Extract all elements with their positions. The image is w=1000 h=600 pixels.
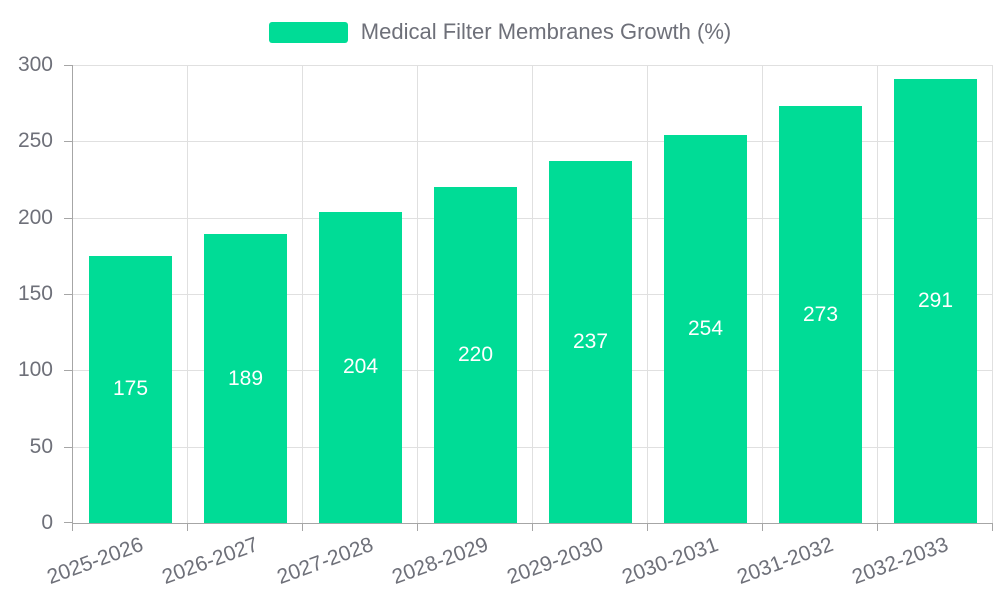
legend[interactable]: Medical Filter Membranes Growth (%) [0, 19, 1000, 45]
y-axis-tick [64, 217, 72, 219]
x-gridline [302, 65, 303, 523]
y-gridline [73, 446, 993, 448]
x-axis-tick [877, 523, 878, 531]
y-gridline [73, 294, 993, 295]
y-axis-tick [64, 370, 72, 372]
y-gridline [73, 370, 993, 372]
y-axis-tick-label: 100 [17, 358, 53, 382]
x-gridline [647, 65, 648, 523]
bar-value-label: 220 [457, 343, 494, 367]
y-axis-tick [64, 446, 72, 448]
x-axis-category-label: 2030-2031 [619, 533, 722, 589]
y-axis-tick-label: 300 [17, 53, 53, 76]
bar-2028-2029[interactable]: 220 [434, 187, 517, 523]
x-gridline [762, 65, 763, 523]
y-axis-tick [64, 294, 72, 295]
x-axis-category-label: 2026-2027 [159, 533, 262, 589]
x-gridline [417, 65, 418, 523]
bar-2026-2027[interactable]: 189 [204, 234, 287, 523]
x-axis-category-label: 2027-2028 [274, 533, 377, 589]
bar-value-label: 237 [572, 330, 609, 354]
x-gridline [877, 65, 878, 523]
bar-2030-2031[interactable]: 254 [664, 135, 747, 523]
plot-area: 0 50 100 150 200 250 300 175 189 204 220 237 254 273 2… [18, 54, 993, 589]
bar-2025-2026[interactable]: 175 [89, 255, 172, 523]
bar-2027-2028[interactable]: 204 [319, 211, 402, 523]
bar-2031-2032[interactable]: 273 [779, 106, 862, 523]
x-axis-category-label: 2028-2029 [389, 533, 492, 589]
x-axis-tick [302, 523, 303, 531]
legend-swatch [268, 21, 348, 43]
x-axis-tick [992, 523, 993, 531]
x-axis-tick [417, 523, 418, 531]
x-gridline [532, 65, 533, 523]
x-axis-tick [187, 523, 188, 531]
y-gridline [73, 141, 993, 143]
y-axis-tick-label: 200 [17, 205, 53, 229]
y-axis-tick-label: 150 [17, 282, 53, 305]
bar-value-label: 204 [342, 355, 379, 379]
y-axis-tick-label: 0 [41, 511, 53, 534]
bar-value-label: 273 [802, 302, 839, 326]
bar-value-label: 254 [687, 317, 724, 341]
y-axis-tick [64, 65, 72, 66]
bar-2029-2030[interactable]: 237 [549, 161, 632, 523]
bar-value-label: 189 [227, 366, 264, 390]
x-axis-tick [532, 523, 533, 531]
x-axis-category-label: 2025-2026 [44, 533, 147, 589]
x-axis-category-label: 2031-2032 [734, 533, 837, 589]
y-axis-tick-label: 250 [17, 129, 53, 153]
y-axis-tick [64, 522, 72, 523]
x-axis-tick [72, 523, 73, 531]
x-axis-category-label: 2029-2030 [504, 533, 607, 589]
x-gridline [992, 65, 993, 523]
x-axis-category-label: 2032-2033 [849, 533, 952, 589]
x-axis-tick [647, 523, 648, 531]
bar-value-label: 175 [112, 377, 149, 401]
y-gridline [73, 65, 993, 66]
x-gridline [187, 65, 188, 523]
y-gridline [73, 217, 993, 219]
x-axis-tick [762, 523, 763, 531]
bar-2032-2033[interactable]: 291 [894, 78, 977, 523]
bar-value-label: 291 [917, 288, 954, 312]
y-axis-tick [64, 141, 72, 143]
y-axis-tick-label: 50 [29, 434, 53, 458]
legend-label: Medical Filter Membranes Growth (%) [360, 19, 732, 44]
